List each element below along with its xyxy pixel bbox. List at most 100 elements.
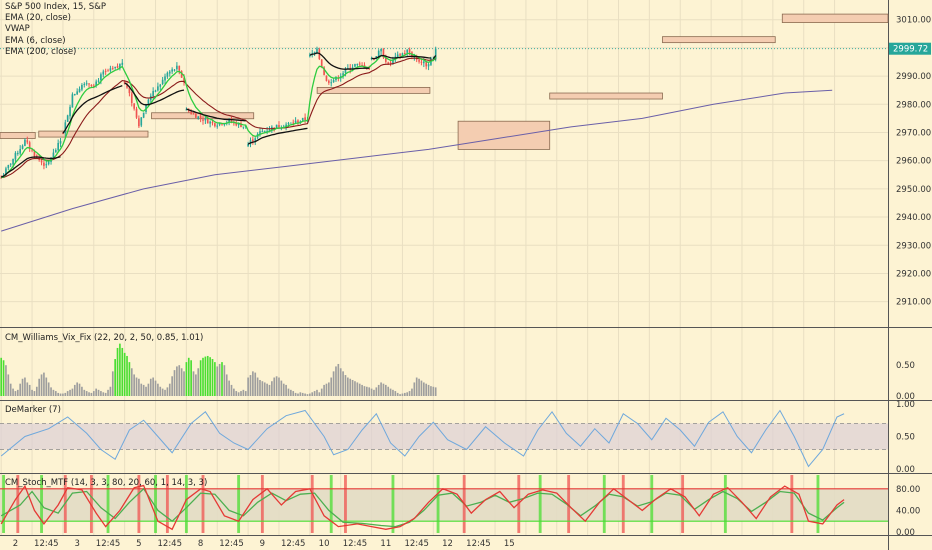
vix-fix-bar [244,391,247,396]
vix-fix-bar [142,384,145,396]
legend-symbol: S&P 500 Index, 15, S&P [5,2,106,12]
vix-fix-bar [130,368,133,396]
vix-fix-bar [218,363,221,396]
vix-fix-bar [33,391,36,396]
candle-body [83,83,86,85]
candle-body [7,165,10,169]
legend-ema200[interactable]: EMA (200, close) [5,46,77,57]
vix-fix-bar [140,383,143,396]
candle-body [159,84,162,87]
demarker-label[interactable]: DeMarker (7) [5,405,61,415]
vix-fix-bar [128,362,131,396]
candle-body [192,113,195,115]
vix-fix-label[interactable]: CM_Williams_Vix_Fix (22, 20, 2, 50, 0.85… [5,333,204,343]
zone-box [316,86,431,94]
legend-ema6[interactable]: EMA (6, close) [5,35,66,46]
vix-fix-bar [50,387,52,396]
candle-body [206,119,209,124]
vix-tick-label: 0.50 [896,361,915,371]
candle-body [266,130,268,132]
candle-body [111,67,114,69]
stoch-cross-down-bar [165,475,169,533]
candle-body [242,126,245,128]
candle-body [173,69,176,71]
vix-fix-bar [263,382,266,396]
vix-fix-bar [425,383,428,396]
legend-vwap[interactable]: VWAP [5,24,30,35]
candle-body [5,168,7,175]
vix-fix-bar [254,372,257,396]
vix-fix-bar [9,383,12,396]
candle-body [109,68,112,71]
vix-fix-bar [294,392,297,396]
vix-fix-bar [19,383,22,396]
vix-fix-bar [119,343,121,396]
time-tick-label: 15 [504,539,515,549]
stoch-mtf-label[interactable]: CM_Stoch_MTF (14, 3, 3, 80, 20, 60, 1, 1… [5,478,208,488]
stoch-cross-down-bar [310,475,314,533]
vix-fix-bar [323,384,325,396]
vix-fix-bar [382,383,385,396]
candle-body [240,123,242,128]
candle-body [168,71,171,74]
price-tick-label: 3010.00 [896,16,931,26]
vix-fix-bar [228,380,230,396]
candle-body [247,144,249,147]
time-tick-label: 3 [74,539,79,549]
candle-body [187,110,190,112]
candle-body [309,54,311,57]
candle-body [24,139,26,146]
vix-fix-bar [195,374,197,396]
vix-fix-bar [149,378,152,396]
vix-fix-bar [159,386,162,396]
candle-body [344,68,347,73]
candle-body [59,141,62,144]
candle-body [316,48,318,53]
vix-fix-bar [26,382,29,396]
vix-fix-bar [16,389,19,396]
candle-body [154,90,157,92]
candle-body [138,118,140,127]
time-tick-label: 12 [442,539,453,549]
vix-fix-bar [311,392,314,396]
vix-fix-bar [152,377,154,396]
candle-body [403,53,406,55]
vix-fix-bar [420,380,423,396]
stoch-cross-up-bar [237,475,241,533]
vix-fix-bar [418,378,420,396]
vix-fix-bar [107,389,109,396]
candle-body [249,140,252,145]
vix-fix-bar [178,365,181,396]
vix-fix-bar [384,384,387,396]
candle-body [73,94,76,96]
price-axis: 3010.003000.002990.002980.002970.002960.… [0,16,931,538]
candle-body [235,122,238,126]
vix-fix-bar [66,391,69,396]
candle-body [304,117,306,120]
stoch-cross-up-bar [391,475,395,533]
candle-body [199,116,202,119]
candle-body [14,152,17,160]
candle-body [330,82,333,84]
vix-fix-bar [187,357,190,396]
vwap-line [186,108,246,122]
vix-fix-bar [368,387,371,396]
vix-fix-bar [309,393,311,396]
vix-fix-bar [351,379,354,396]
vix-fix-bar [242,389,245,396]
vix-fix-bar [235,391,238,396]
price-tick-label: 2920.00 [896,269,931,279]
vix-fix-bar [81,386,83,396]
candle-body [145,103,147,113]
vix-fix-bar [192,371,195,396]
candle-body [377,50,380,57]
candle-body [218,122,221,125]
candle-body [263,130,266,132]
candle-body [0,177,3,179]
stoch-cross-up-bar [436,475,440,533]
candle-body [313,51,316,53]
candle-body [223,123,226,125]
vix-fix-bar [349,378,352,396]
legend-ema20[interactable]: EMA (20, close) [5,13,71,24]
